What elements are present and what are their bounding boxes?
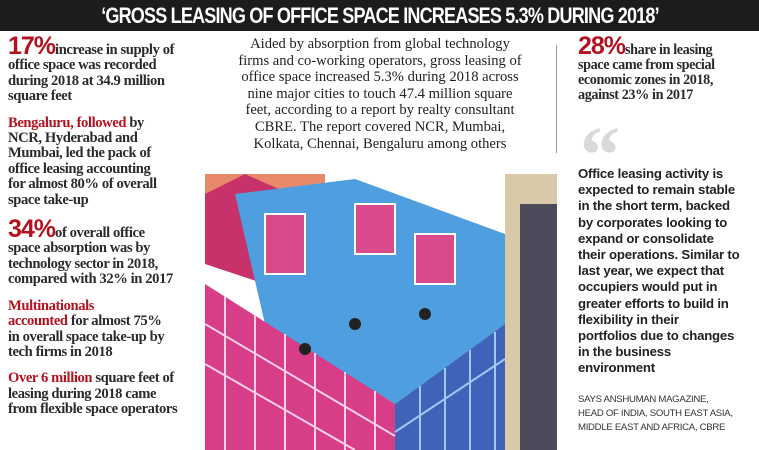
headline-bar: ‘GROSS LEASING OF OFFICE SPACE INCREASES… <box>0 0 759 31</box>
fact-highlight: Bengaluru, followed <box>8 114 127 131</box>
fact-tech-absorption: 34%of overall office space absorption wa… <box>8 217 213 288</box>
fact-multinationals: Multinationals accounted for almost 75% … <box>8 297 213 361</box>
fact-highlight: 34% <box>8 215 56 244</box>
office-building-illustration <box>205 174 557 450</box>
fact-text: share in leasing space came from special… <box>578 42 715 103</box>
column-divider <box>556 45 557 153</box>
fact-bengaluru: Bengaluru, followed by NCR, Hyderabad an… <box>8 114 213 208</box>
pull-quote: Office leasing activity is expected to r… <box>578 166 740 376</box>
quote-attribution: SAYS ANSHUMAN MAGAZINE, HEAD OF INDIA, S… <box>578 394 733 434</box>
fact-highlight: 28% <box>578 32 626 60</box>
fact-flexible-space: Over 6 million square feet of leasing du… <box>8 371 213 417</box>
fact-highlight: 17% <box>8 32 56 60</box>
fact-text: by NCR, Hyderabad and Mumbai, led the pa… <box>8 114 157 208</box>
intro-paragraph: Aided by absorption from global technolo… <box>238 36 522 152</box>
fact-highlight: Over 6 million <box>8 370 93 387</box>
headline: ‘GROSS LEASING OF OFFICE SPACE INCREASES… <box>100 3 659 28</box>
fact-text: increase in supply of office space was r… <box>8 42 175 105</box>
fact-supply: 17%increase in supply of office space wa… <box>8 34 213 105</box>
building-facade-right <box>395 324 505 450</box>
fact-text: square feet of leasing during 2018 came … <box>8 370 178 418</box>
fact-sez: 28%share in leasing space came from spec… <box>578 34 758 103</box>
fact-highlight: Multinationals accounted <box>8 297 95 330</box>
quote-mark-icon: “ <box>580 112 620 200</box>
fact-text: for almost 75% in overall space take-up … <box>8 313 165 360</box>
right-fact: 28%share in leasing space came from spec… <box>578 34 758 114</box>
fact-text: of overall office space absorption was b… <box>8 225 173 288</box>
left-facts-column: 17%increase in supply of office space wa… <box>8 34 213 429</box>
